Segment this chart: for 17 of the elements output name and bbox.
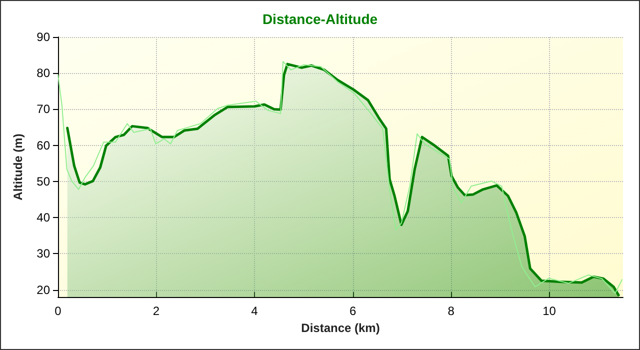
x-tick-label: 0 bbox=[54, 304, 62, 318]
y-tick-label: 60 bbox=[36, 138, 50, 152]
y-tick-label: 90 bbox=[36, 30, 50, 44]
x-tick-label: 10 bbox=[542, 304, 556, 318]
y-tick-label: 50 bbox=[36, 174, 50, 188]
x-tick-label: 8 bbox=[448, 304, 455, 318]
y-axis-title: Altitude (m) bbox=[11, 134, 25, 200]
x-axis-title: Distance (km) bbox=[301, 320, 380, 335]
x-tick-label: 6 bbox=[349, 304, 356, 318]
y-tick-label: 20 bbox=[36, 282, 50, 297]
x-tick-label: 4 bbox=[251, 304, 258, 318]
y-tick-label: 30 bbox=[36, 246, 50, 261]
chart-title: Distance-Altitude bbox=[262, 11, 378, 27]
y-tick-label: 40 bbox=[36, 210, 50, 225]
x-tick-label: 2 bbox=[152, 304, 160, 318]
y-tick-label: 80 bbox=[36, 66, 50, 80]
y-tick-label: 70 bbox=[36, 102, 50, 116]
